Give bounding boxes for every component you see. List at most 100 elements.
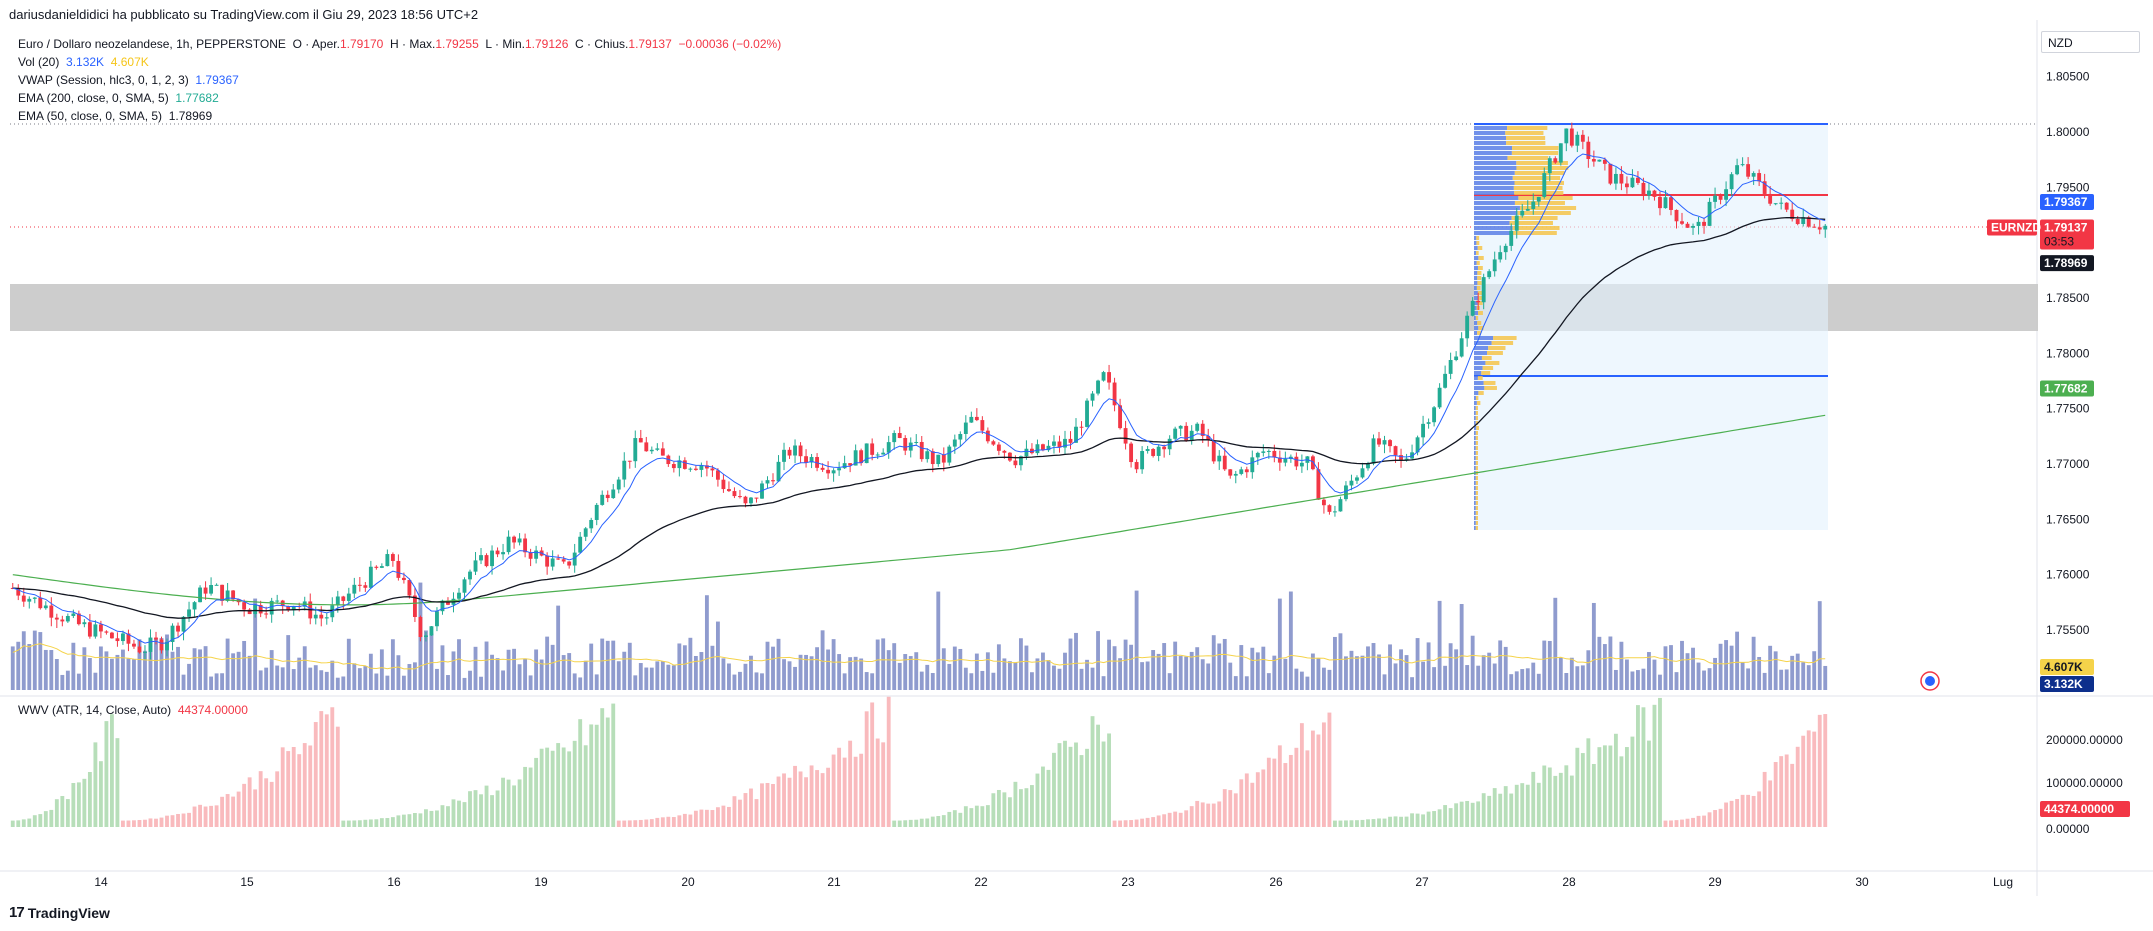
time-axis[interactable]: 14 15 16 19 20 21 22 23 26 27 28 29 30 Lug [94,875,2013,889]
ema200-legend-row[interactable]: EMA (200, close, 0, SMA, 5) 1.77682 [18,91,219,105]
profile-bar-down [1475,491,1478,495]
volume-bar [1459,604,1464,690]
volume-bar [1724,640,1729,690]
volume-legend-row[interactable]: Vol (20) 3.132K 4.607K [18,55,149,69]
candle [1294,452,1299,471]
volume-bar [727,663,731,690]
volume-bar [1024,645,1029,690]
volume-bar [1790,655,1795,690]
vwap-line[interactable] [12,153,1826,644]
symbol-legend-row[interactable]: Euro / Dollaro neozelandese, 1h, PEPPERS… [18,37,782,51]
vwap-legend-row[interactable]: VWAP (Session, hlc3, 0, 1, 2, 3) 1.79367 [18,73,239,87]
candle [1707,197,1712,227]
volume-bar [1696,662,1701,690]
currency-selector[interactable]: NZD [2041,31,2140,53]
wwv-bar [1795,746,1800,827]
profile-bar-down [1493,336,1517,340]
volume-bar [1074,632,1078,690]
volume-tag: 3.132K [2040,676,2094,692]
candle [93,620,98,639]
candle [418,615,423,642]
volume-bar [1773,651,1778,690]
candle [1333,505,1337,517]
wwv-bar [1112,820,1117,827]
ema50-legend-row[interactable]: EMA (50, close, 0, SMA, 5) 1.78969 [18,109,213,123]
wwv-bar [583,745,588,827]
wwv-bar [572,740,577,827]
volume-bar [1018,638,1023,690]
volume-bar [919,671,924,690]
volume-bar [771,646,775,690]
candle [1525,200,1530,211]
volume-bar [1569,657,1574,690]
volume-bar [523,658,528,690]
wwv-legend-row[interactable]: WWV (ATR, 14, Close, Auto) 44374.00000 [18,703,248,717]
candle [109,631,114,639]
wwv-bar [148,818,153,827]
candle [1250,450,1255,479]
wwv-bar [908,819,913,827]
time-tick-label: 27 [1415,875,1429,889]
wwv-axis[interactable]: 200000.00000 100000.00000 0.00000 [2046,733,2123,836]
wwv-bar [969,808,974,827]
volume-bar [688,637,693,690]
volume-bar [1586,650,1591,690]
tradingview-logo[interactable]: 17 TradingView [9,904,110,921]
volume-bar [831,639,836,690]
profile-bar-down [1519,206,1577,210]
candle [1784,202,1789,213]
volume-bar [264,667,269,690]
volume-bar [1184,656,1189,690]
candle [1746,157,1751,180]
profile-bar-down [1475,466,1478,470]
profile-bar-down [1476,236,1480,240]
candle [1107,364,1111,390]
profile-bar-down [1475,411,1478,415]
candle [192,601,197,617]
wwv-bar [137,819,142,827]
ema200-line[interactable] [12,414,1826,606]
volume-bar [462,677,467,690]
volume-bar [776,638,781,690]
wwv-bar [1784,754,1789,827]
volume-bar [357,668,362,690]
profile-bar-down [1475,521,1478,525]
wwv-bar [280,747,285,827]
profile-bar-up [1474,351,1488,355]
candle [1691,223,1695,235]
volume-bar [1388,644,1392,690]
candle [1564,128,1569,152]
wwv-bar [495,790,500,827]
volume-bar [209,676,214,690]
wwv-bar [1536,782,1541,827]
candle [479,548,483,565]
volume-bar [1812,651,1817,690]
candle [1702,217,1706,234]
price-axis[interactable]: 1.805001.800001.795001.790001.785001.780… [2046,70,2090,637]
volume-bar [435,668,439,690]
candle [1762,173,1767,199]
candle [1410,444,1414,461]
candle [1244,466,1249,478]
wwv-bar [479,794,483,827]
candle [181,616,186,641]
volume-bar [214,673,219,690]
wwv-bar [379,818,384,827]
wwv-bar [1068,746,1073,827]
volume-bar [60,674,65,690]
volume-bar [269,650,274,690]
volume-bar [93,672,98,690]
globe-icon[interactable] [1920,671,1940,691]
profile-bar-up [1474,426,1477,430]
wwv-bar [1123,820,1128,827]
volume-bar [1647,652,1651,690]
candle [1377,431,1381,447]
wwv-bar [143,819,147,827]
wwv-bar [1404,816,1409,827]
profile-bar-up [1474,361,1486,365]
volume-bar [43,649,48,690]
candle [1647,182,1651,200]
profile-bar-up [1474,446,1476,450]
